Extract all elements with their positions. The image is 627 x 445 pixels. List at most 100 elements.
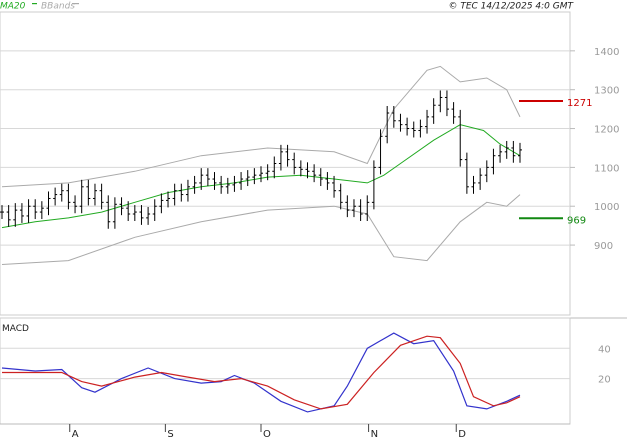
level-label: 969 bbox=[567, 215, 586, 226]
price-bar bbox=[66, 183, 71, 210]
x-tick-label: O bbox=[263, 429, 271, 440]
price-bar bbox=[478, 168, 483, 190]
price-bar bbox=[46, 191, 51, 216]
price-bar bbox=[431, 98, 436, 124]
price-bar bbox=[278, 144, 283, 171]
price-panel-frame bbox=[0, 11, 571, 316]
price-bar bbox=[239, 172, 244, 190]
price-bar bbox=[99, 183, 104, 210]
price-bar bbox=[79, 179, 84, 214]
price-bar bbox=[451, 102, 456, 124]
price-bar bbox=[252, 168, 257, 185]
price-bar bbox=[418, 119, 423, 138]
price-bar bbox=[152, 199, 157, 221]
price-bar bbox=[192, 175, 197, 194]
x-tick-label: D bbox=[458, 429, 466, 440]
price-bar bbox=[92, 183, 97, 206]
price-tick-label: 1300 bbox=[594, 86, 619, 97]
x-tick-label: N bbox=[371, 429, 378, 440]
price-bar bbox=[292, 152, 297, 175]
price-bar bbox=[484, 160, 489, 183]
price-bar bbox=[312, 164, 317, 183]
x-tick-label: A bbox=[72, 429, 79, 440]
bbands-legend-label: BBands bbox=[41, 2, 75, 12]
bollinger-bands bbox=[1, 65, 521, 265]
bbands-legend-swatch bbox=[72, 3, 79, 5]
price-tick-label: 900 bbox=[594, 241, 613, 252]
price-tick-label: 1200 bbox=[594, 125, 619, 136]
bband-lower-line bbox=[1, 194, 521, 265]
ma20-legend-swatch bbox=[32, 3, 37, 5]
price-bar bbox=[464, 152, 469, 194]
price-bar bbox=[265, 164, 270, 181]
price-bar bbox=[73, 195, 78, 214]
price-bar bbox=[126, 201, 131, 221]
price-bar bbox=[504, 140, 509, 159]
price-bar bbox=[365, 195, 370, 221]
price-bar bbox=[471, 175, 476, 194]
price-bar bbox=[378, 129, 383, 175]
price-bar bbox=[272, 156, 277, 179]
price-bar bbox=[132, 205, 137, 221]
level-label: 1271 bbox=[567, 98, 592, 109]
price-bar bbox=[166, 191, 171, 208]
price-bar bbox=[518, 142, 522, 163]
price-bar bbox=[498, 144, 503, 163]
price-bar bbox=[26, 199, 31, 223]
price-bar bbox=[325, 172, 330, 190]
price-grid bbox=[0, 50, 570, 246]
price-bar bbox=[398, 113, 403, 132]
price-bar bbox=[39, 201, 44, 220]
price-bar bbox=[119, 197, 124, 216]
price-bar bbox=[106, 195, 111, 229]
price-bar bbox=[458, 109, 463, 167]
price-bar bbox=[425, 109, 430, 134]
price-bar bbox=[298, 160, 303, 177]
price-bar bbox=[345, 195, 350, 218]
price-bar bbox=[6, 205, 11, 227]
price-bar bbox=[438, 90, 443, 113]
price-bar bbox=[305, 162, 310, 179]
price-bar bbox=[159, 193, 164, 214]
price-bar bbox=[199, 168, 204, 190]
price-tick-label: 1000 bbox=[594, 202, 619, 213]
macd-series bbox=[1, 332, 521, 413]
price-bar bbox=[232, 175, 237, 192]
price-bar bbox=[86, 179, 91, 206]
signal-line bbox=[2, 335, 521, 410]
price-bar bbox=[139, 205, 144, 225]
price-bar bbox=[53, 187, 58, 206]
price-bar bbox=[391, 106, 396, 128]
price-bar bbox=[444, 90, 449, 117]
price-bar bbox=[179, 183, 184, 202]
macd-grid bbox=[0, 347, 570, 380]
macd-line bbox=[1, 332, 521, 413]
ma20-legend-label: MA20 bbox=[0, 2, 26, 12]
price-bar bbox=[0, 205, 4, 220]
price-bar bbox=[371, 160, 376, 210]
price-bar bbox=[59, 183, 64, 202]
x-tick-label: S bbox=[167, 429, 173, 440]
macd-tick-label: 20 bbox=[598, 375, 611, 386]
price-bar bbox=[491, 148, 496, 175]
price-bar bbox=[19, 203, 24, 223]
price-bar bbox=[13, 203, 18, 227]
price-tick-label: 1400 bbox=[594, 47, 619, 58]
source-timestamp: © TEC 14/12/2025 4:0 GMT bbox=[448, 2, 574, 12]
price-bar bbox=[338, 183, 343, 210]
price-bar bbox=[146, 207, 151, 225]
price-bar bbox=[285, 144, 290, 167]
price-axis: 900 1000 1100 1200 1300 1400 bbox=[570, 47, 619, 252]
price-bar bbox=[219, 175, 224, 194]
price-bar bbox=[318, 168, 323, 187]
macd-title: MACD bbox=[2, 324, 29, 334]
macd-tick-label: 40 bbox=[598, 344, 611, 355]
price-bar bbox=[245, 170, 250, 187]
price-bar bbox=[358, 199, 363, 221]
price-bar bbox=[225, 177, 230, 194]
price-bar bbox=[411, 121, 416, 138]
price-bar bbox=[212, 172, 217, 190]
